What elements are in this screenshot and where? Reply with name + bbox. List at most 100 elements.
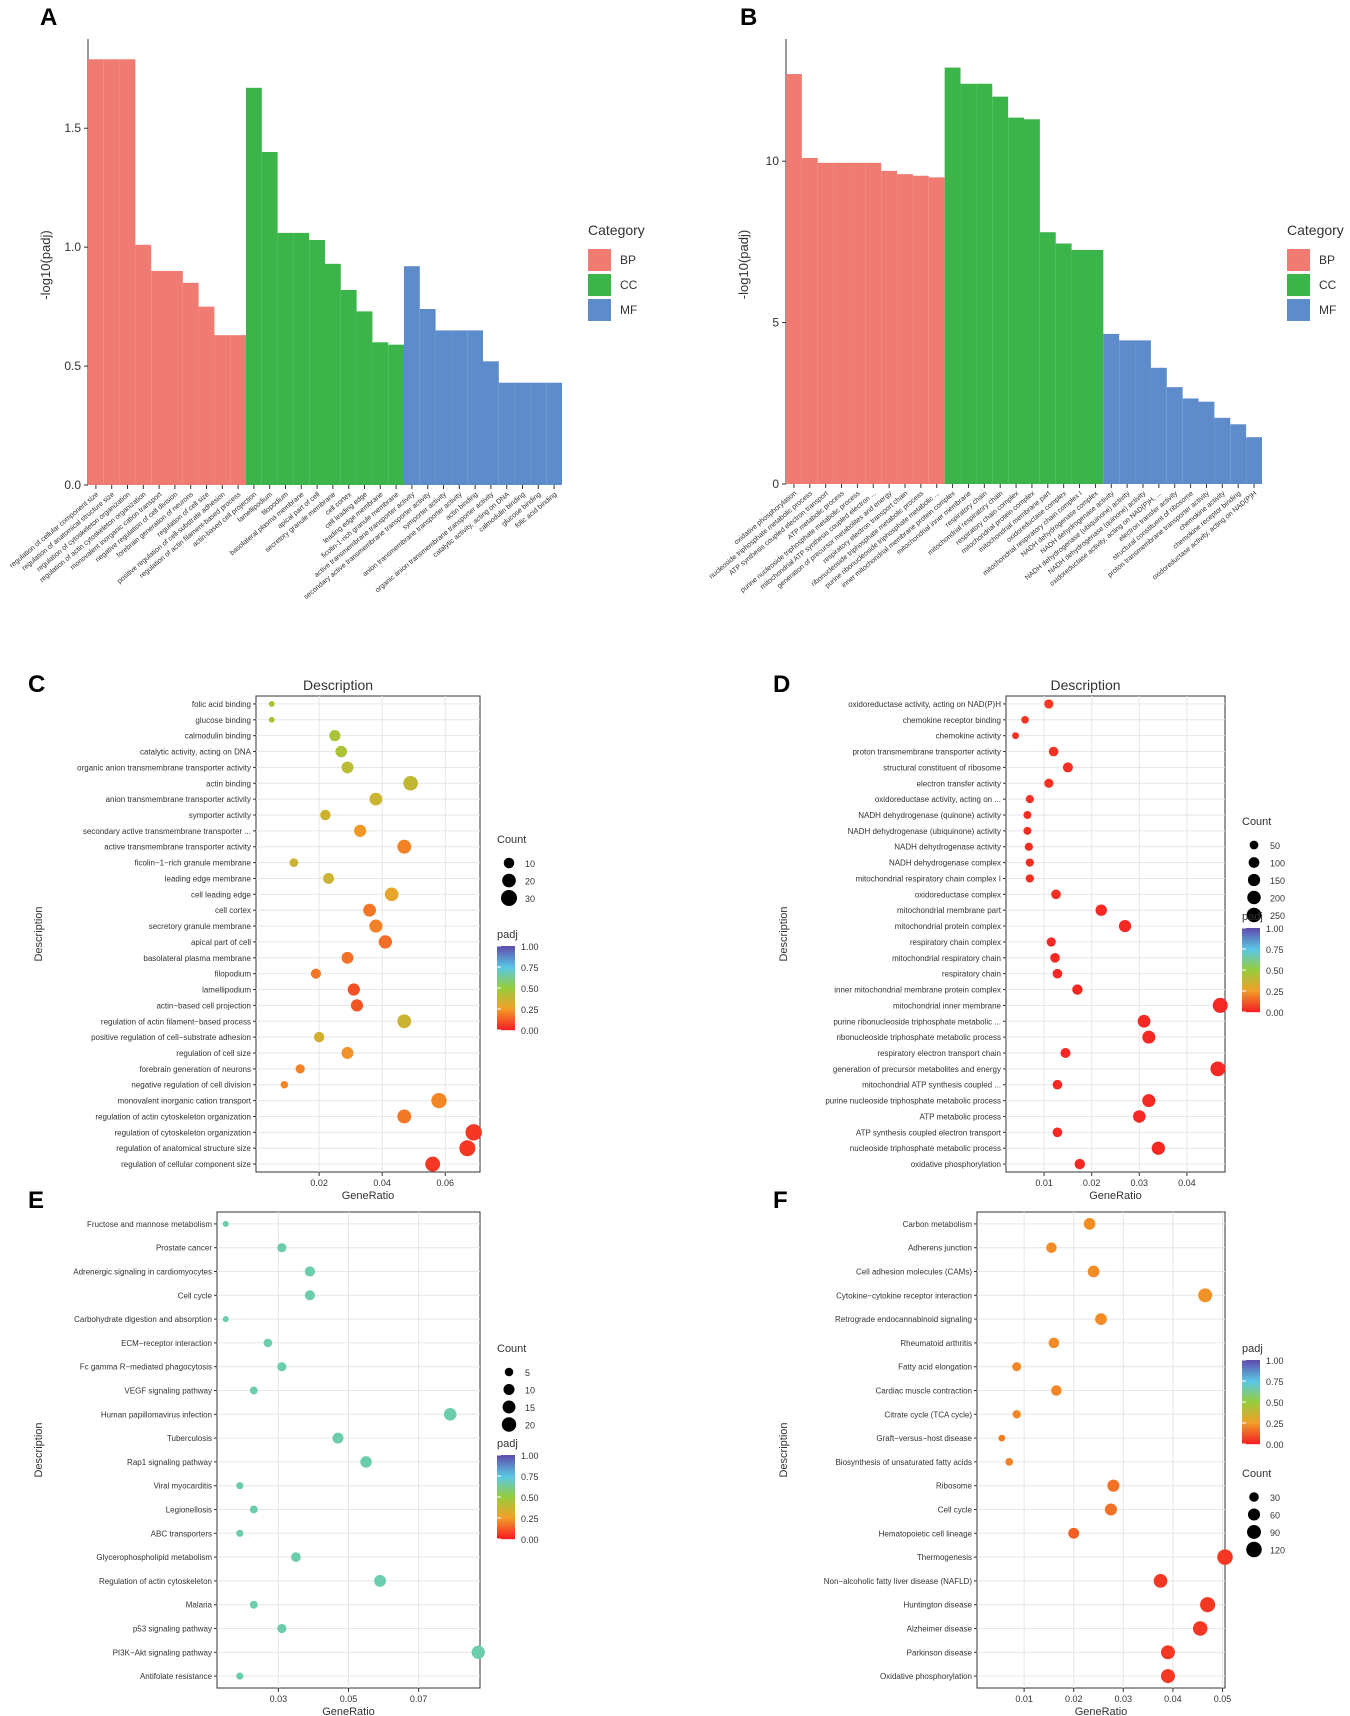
colorbar-segment bbox=[497, 1475, 515, 1478]
colorbar-segment bbox=[1242, 962, 1260, 965]
colorbar-segment bbox=[1242, 974, 1260, 977]
term-label: ATP synthesis coupled electron transport bbox=[856, 1128, 1002, 1137]
colorbar-segment bbox=[1242, 1006, 1260, 1009]
dot bbox=[1023, 826, 1032, 835]
colorbar-segment bbox=[497, 1537, 515, 1540]
colorbar-segment bbox=[1242, 958, 1260, 961]
colorbar-segment bbox=[497, 1481, 515, 1484]
size-legend-label: 5 bbox=[525, 1368, 530, 1378]
legend-swatch bbox=[1287, 274, 1310, 296]
bar bbox=[498, 382, 515, 485]
colorbar-segment bbox=[497, 1529, 515, 1532]
dot bbox=[222, 1220, 229, 1227]
dot bbox=[1021, 715, 1029, 724]
bar bbox=[246, 87, 262, 485]
x-tick-label: 0.05 bbox=[340, 1694, 358, 1704]
bar bbox=[103, 59, 120, 486]
bar bbox=[451, 330, 468, 485]
colorbar-segment bbox=[1242, 1440, 1260, 1443]
dot-plot-c: folic acid binding glucose binding calmodu… bbox=[33, 677, 539, 1202]
colorbar-segment bbox=[1242, 1396, 1260, 1399]
dot bbox=[341, 761, 354, 774]
dot bbox=[236, 1672, 244, 1680]
bar bbox=[230, 335, 246, 485]
colorbar-label: 0.75 bbox=[521, 963, 539, 973]
colorbar-segment bbox=[1242, 932, 1260, 935]
term-label: positive regulation of cell−substrate ad… bbox=[91, 1033, 251, 1042]
colorbar-segment bbox=[497, 1457, 515, 1460]
term-label: oxidoreductase activity, acting on NAD(P… bbox=[848, 700, 1001, 709]
colorbar-segment bbox=[497, 1463, 515, 1466]
dot bbox=[431, 1092, 447, 1109]
term-label: lamellipodium bbox=[202, 986, 251, 995]
term-label: VEGF signaling pathway bbox=[124, 1387, 212, 1396]
size-legend-label: 250 bbox=[1270, 911, 1285, 921]
panel-label-f: F bbox=[773, 1187, 788, 1214]
dot bbox=[471, 1645, 485, 1659]
term-label: Rheumatoid arthritis bbox=[900, 1339, 972, 1348]
dot bbox=[280, 1080, 289, 1089]
colorbar-label: 0.50 bbox=[521, 984, 539, 994]
dot bbox=[1023, 811, 1032, 819]
x-tick-label: 0.02 bbox=[310, 1178, 328, 1188]
term-label: NADH dehydrogenase (ubiquinone) activity bbox=[848, 827, 1001, 836]
bar bbox=[198, 306, 215, 485]
term-label: ficolin−1−rich granule membrane bbox=[134, 859, 251, 868]
dot bbox=[378, 935, 393, 949]
dot bbox=[1087, 1265, 1100, 1278]
colorbar-segment bbox=[1242, 1370, 1260, 1373]
dot bbox=[354, 824, 367, 837]
colorbar-segment bbox=[1242, 950, 1260, 953]
bar bbox=[976, 83, 993, 484]
dot bbox=[1046, 1242, 1057, 1253]
dot bbox=[1051, 889, 1061, 900]
term-label: Alzheimer disease bbox=[907, 1625, 973, 1634]
colorbar-segment bbox=[1242, 1424, 1260, 1427]
term-label: ribonucleoside triphosphate metabolic pr… bbox=[836, 1033, 1001, 1042]
bar bbox=[833, 162, 850, 484]
size-legend-dot bbox=[504, 1367, 514, 1377]
colorbar-segment bbox=[497, 1020, 515, 1023]
term-label: Glycerophospholipid metabolism bbox=[96, 1553, 212, 1562]
dot bbox=[268, 716, 275, 723]
dot bbox=[397, 1014, 412, 1029]
bar bbox=[530, 382, 547, 485]
dot bbox=[1133, 1110, 1146, 1123]
colorbar-segment bbox=[497, 1469, 515, 1472]
colorbar-segment bbox=[497, 952, 515, 955]
colorbar-segment bbox=[497, 1485, 515, 1488]
colorbar-segment bbox=[1242, 940, 1260, 943]
colorbar-label: 1.00 bbox=[521, 1451, 539, 1461]
bar bbox=[1182, 398, 1199, 484]
size-legend-dot bbox=[503, 857, 515, 869]
bar bbox=[88, 59, 104, 486]
dot bbox=[1142, 1094, 1156, 1108]
colorbar-label: 0.25 bbox=[1266, 1419, 1284, 1429]
bar bbox=[182, 282, 199, 485]
bar bbox=[404, 266, 420, 485]
colorbar-segment bbox=[1242, 1388, 1260, 1391]
colorbar-segment bbox=[497, 1509, 515, 1512]
x-tick-label: 0.01 bbox=[1035, 1178, 1053, 1188]
size-legend-label: 30 bbox=[525, 894, 535, 904]
dot bbox=[443, 1408, 457, 1421]
size-legend-label: 30 bbox=[1270, 1493, 1280, 1503]
term-label: actin binding bbox=[206, 779, 251, 788]
colorbar-segment bbox=[497, 1004, 515, 1007]
term-label: Cytokine−cytokine receptor interaction bbox=[836, 1291, 972, 1300]
dot bbox=[1005, 1458, 1014, 1466]
colorbar-segment bbox=[1242, 1436, 1260, 1439]
term-label: structural constituent of ribosome bbox=[883, 763, 1001, 772]
term-label: mitochondrial ATP synthesis coupled ... bbox=[862, 1081, 1001, 1090]
colorbar-segment bbox=[497, 1018, 515, 1021]
colorbar-segment bbox=[1242, 980, 1260, 983]
colorbar-segment bbox=[1242, 1412, 1260, 1415]
term-label: electron transfer activity bbox=[917, 779, 1001, 788]
dot bbox=[403, 775, 418, 791]
bar bbox=[992, 96, 1009, 484]
colorbar-label: 0.50 bbox=[521, 1493, 539, 1503]
colorbar-segment bbox=[1242, 1362, 1260, 1365]
colorbar-segment bbox=[497, 1495, 515, 1498]
colorbar-segment bbox=[1242, 1372, 1260, 1375]
